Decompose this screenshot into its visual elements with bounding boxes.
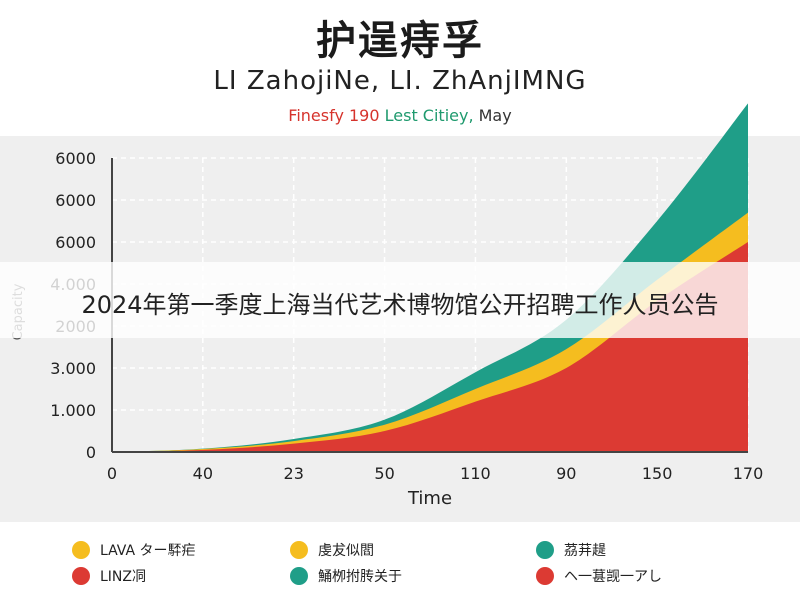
caption-red-text: Finesfy 190 xyxy=(288,106,380,125)
caption-dark-text: May xyxy=(478,106,512,125)
legend-label: 虔犮似閻 xyxy=(318,543,374,559)
x-tick-label: 170 xyxy=(733,464,764,483)
legend-label: LAVA ター䮆疟 xyxy=(100,543,196,559)
x-tick-label: 0 xyxy=(107,464,117,483)
legend-swatch xyxy=(290,567,308,585)
legend-swatch xyxy=(72,541,90,559)
legend-swatch xyxy=(290,541,308,559)
y-tick-label: 0 xyxy=(86,443,96,462)
legend-label: LINZ㓊 xyxy=(100,569,146,585)
x-tick-label: 150 xyxy=(642,464,673,483)
area-layer xyxy=(112,103,748,453)
chart-title: 护逞痔孚 xyxy=(316,18,484,64)
legend-item: LINZ㓊 xyxy=(72,566,146,586)
legend-item: ヘ一葚觊一アし xyxy=(536,566,662,586)
x-tick-label: 40 xyxy=(193,464,213,483)
overlay-banner xyxy=(0,262,800,338)
legend-item: 虔犮似閻 xyxy=(290,540,374,560)
legend-swatch xyxy=(536,567,554,585)
legend-label: ヘ一葚觊一アし xyxy=(564,569,662,585)
x-tick-label: 110 xyxy=(460,464,491,483)
legend-item: 鯒栁拊䏝关于 xyxy=(290,566,402,586)
caption-green-text: Lest Citiey, xyxy=(384,106,474,125)
legend-item: LAVA ター䮆疟 xyxy=(72,540,196,560)
x-axis-title: Time xyxy=(407,488,452,509)
x-tick-label: 50 xyxy=(374,464,394,483)
chart-subtitle: LI ZahojiNe, LI. ZhAnjIMNG xyxy=(213,66,587,96)
area-series-0 xyxy=(112,242,748,452)
legend-item: 茘荓趧 xyxy=(536,540,606,560)
chart-caption: Finesfy 190 Lest Citiey, May xyxy=(0,106,800,125)
x-tick-label: 90 xyxy=(556,464,576,483)
y-tick-label: 6000 xyxy=(55,149,96,168)
y-tick-label: 3.000 xyxy=(50,359,96,378)
x-tick-label: 23 xyxy=(284,464,304,483)
legend-swatch xyxy=(72,567,90,585)
legend: LAVA ター䮆疟 LINZ㓊 虔犮似閻 鯒栁拊䏝关于 茘荓趧 ヘ一葚觊一アし xyxy=(0,532,800,600)
y-tick-label: 1.000 xyxy=(50,401,96,420)
legend-swatch xyxy=(536,541,554,559)
y-tick-label: 6000 xyxy=(55,233,96,252)
legend-label: 茘荓趧 xyxy=(564,543,606,559)
overlay-banner-text: 2024年第一季度上海当代艺术博物馆公开招聘工作人员公告 xyxy=(81,291,719,319)
y-tick-label: 6000 xyxy=(55,191,96,210)
legend-label: 鯒栁拊䏝关于 xyxy=(318,569,402,585)
